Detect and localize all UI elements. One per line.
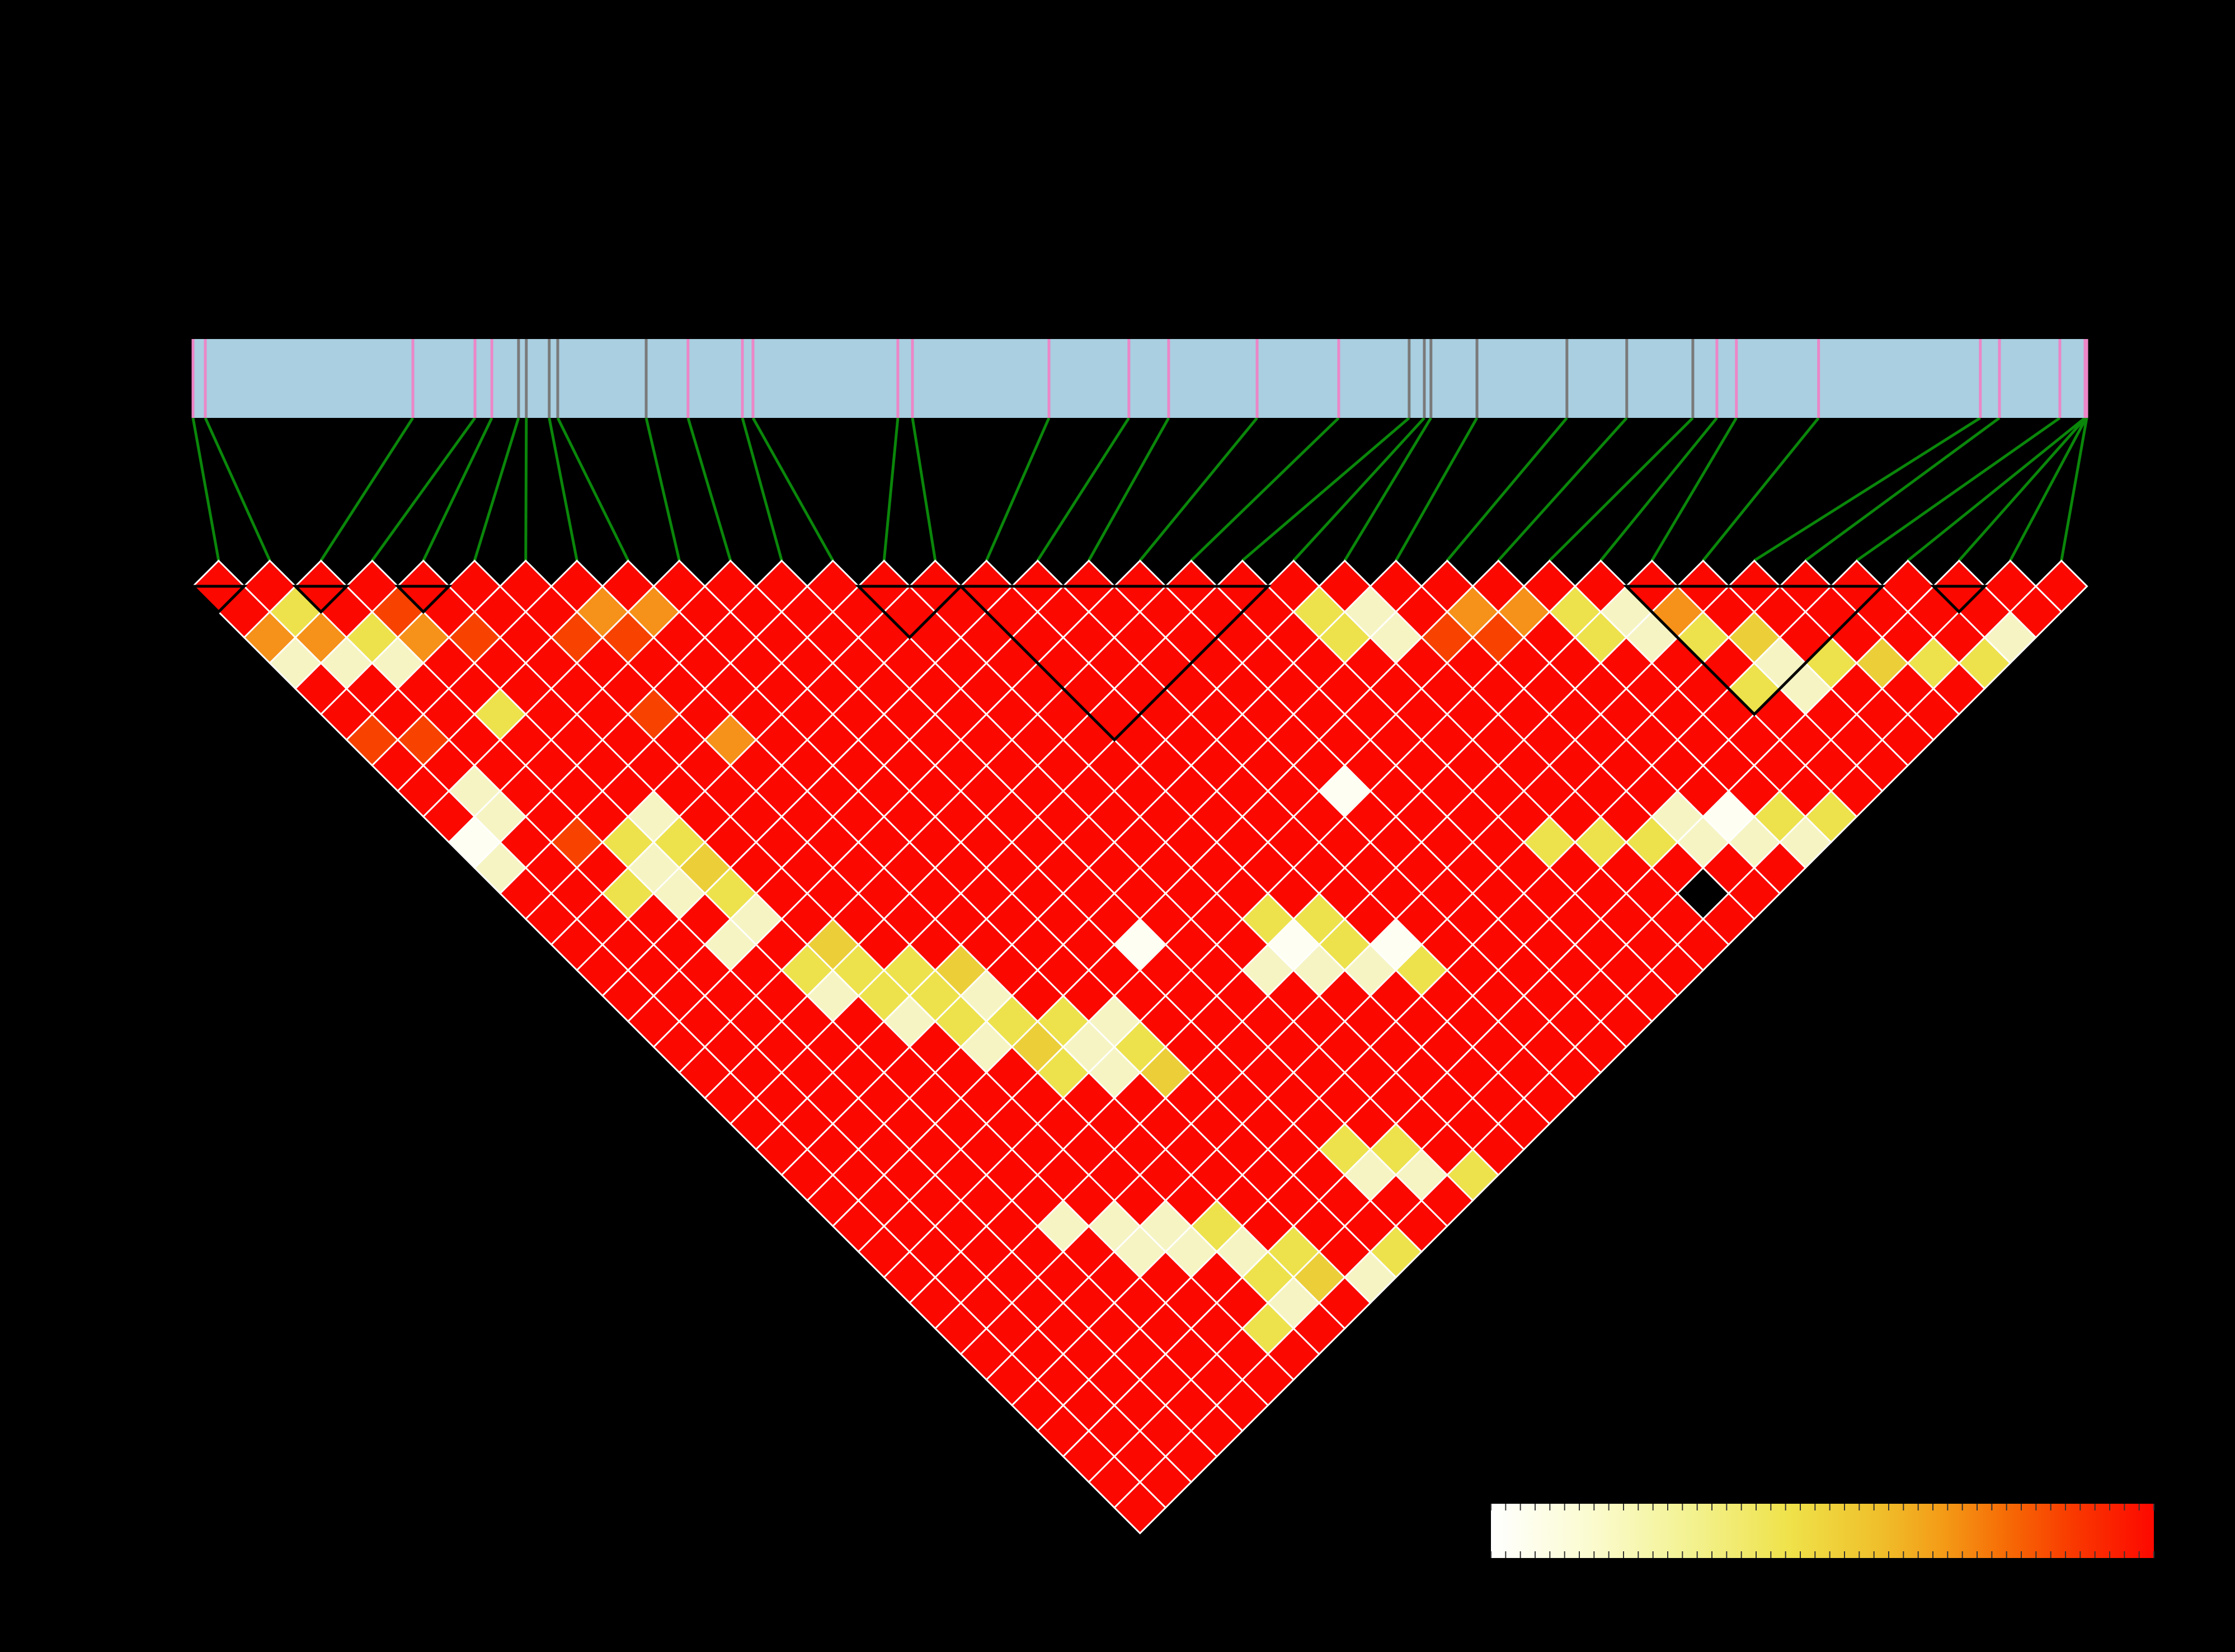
connector-line (1036, 417, 1130, 562)
genomic-map-bar (193, 339, 2087, 418)
haplotype-block-outline (855, 585, 964, 640)
connector-line (911, 417, 937, 561)
haplotype-block-outline (189, 585, 248, 614)
connector-line (1599, 417, 1718, 562)
connector-line (686, 417, 732, 561)
connector-line (751, 417, 834, 562)
ld-diagonal-cell (2034, 559, 2088, 613)
haplotype-block-outline (957, 585, 1272, 742)
snp-position-ticks (191, 339, 2088, 418)
ld-matrix-cells (191, 559, 2088, 1535)
map-bar-rect (193, 339, 2087, 418)
haplotype-block-outline (1622, 585, 1886, 717)
connector-line (882, 417, 900, 561)
color-key-bar (1491, 1504, 2154, 1558)
connector-line (422, 417, 493, 562)
connector-line (1804, 416, 2001, 562)
connector-line (1292, 417, 1425, 562)
connector-line (1753, 416, 1982, 562)
connector-line (1088, 417, 1170, 562)
connector-line (1497, 417, 1628, 562)
connector-line (548, 417, 578, 561)
connector-line (741, 417, 783, 561)
haplotype-block-outlines (189, 585, 1988, 742)
connector-line (985, 417, 1051, 562)
snp-connector-lines (191, 416, 2088, 562)
connector-line (1907, 417, 2086, 562)
connector-line (319, 417, 415, 562)
connector-line (371, 417, 477, 562)
connector-line (1241, 417, 1410, 562)
connector-line (1446, 417, 1568, 562)
connector-line (1958, 417, 2087, 562)
connector-line (644, 417, 681, 561)
haplotype-block-outline (394, 585, 453, 614)
haplotype-block-outline (291, 585, 350, 614)
connector-line (1190, 417, 1340, 562)
connector-line (556, 417, 629, 562)
connector-line (473, 417, 520, 561)
connector-line (1702, 417, 1820, 562)
connector-line (191, 417, 220, 561)
connector-line (204, 417, 271, 562)
color-key (1490, 1504, 2154, 1558)
connector-line (1856, 416, 2061, 562)
connector-line (1343, 417, 1432, 562)
haplotype-block-outline (1930, 585, 1988, 614)
connector-line (2009, 417, 2088, 562)
connector-line (1395, 417, 1479, 562)
connector-line (2060, 417, 2088, 561)
connector-line (1138, 417, 1258, 562)
connector-line (1650, 417, 1738, 562)
connector-line (1548, 417, 1694, 562)
